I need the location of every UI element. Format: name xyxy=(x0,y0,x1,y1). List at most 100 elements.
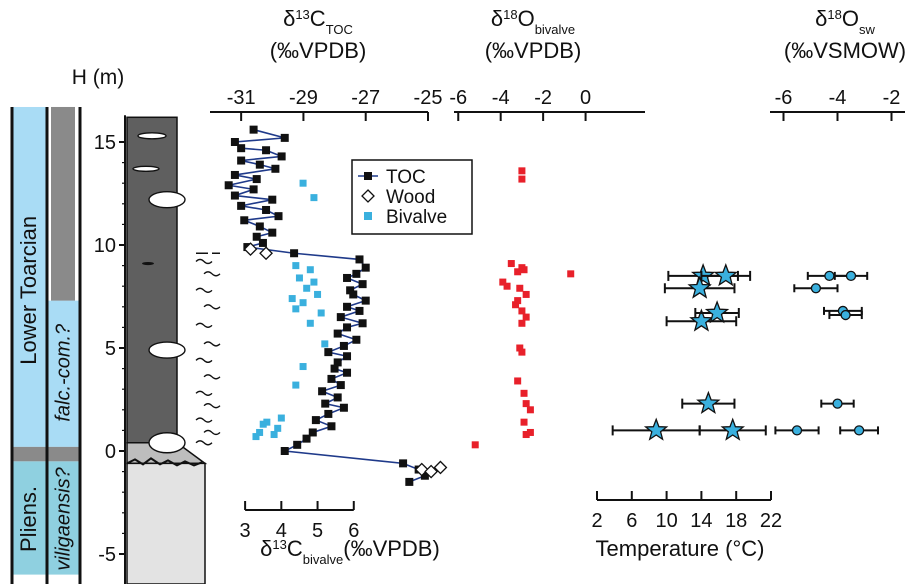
d13c-bivalve-tick-label: 4 xyxy=(276,520,287,542)
toc-point xyxy=(308,428,317,437)
temperature-star-point xyxy=(690,263,716,287)
toc-point xyxy=(252,175,261,184)
bivalve-point xyxy=(292,381,300,389)
bivalve-point xyxy=(310,278,318,286)
toc-point xyxy=(262,146,271,155)
toc-point xyxy=(224,181,233,190)
bivalve-point xyxy=(277,414,285,422)
zone-label-falc-com: falc.-com.? xyxy=(52,323,74,422)
d13c-toc-tick-label: -25 xyxy=(414,87,443,109)
temperature-axis-title: Temperature (°C) xyxy=(596,536,765,561)
toc-point xyxy=(318,387,327,396)
wood-point xyxy=(433,460,448,475)
concretion-icon xyxy=(148,190,186,209)
temperature-tick-label: 10 xyxy=(655,510,677,532)
toc-point xyxy=(324,348,333,357)
d18o-bivalve-point xyxy=(522,313,530,321)
d18o-bivalve-point xyxy=(522,431,530,439)
height-tick-label: 0 xyxy=(105,441,116,463)
toc-point xyxy=(336,381,345,390)
toc-point xyxy=(333,329,342,338)
bivalve-point xyxy=(274,424,282,432)
height-tick-label: -5 xyxy=(98,544,116,566)
toc-point xyxy=(230,191,239,200)
d18o-bivalve-point xyxy=(503,282,511,290)
legend-wood-label: Wood xyxy=(386,187,435,208)
bivalve-point xyxy=(295,274,303,282)
toc-point xyxy=(361,263,370,272)
d18o-bivalve-point xyxy=(520,266,528,274)
d18o-sw-point xyxy=(832,398,843,409)
lithology-column xyxy=(126,116,221,584)
toc-point xyxy=(361,296,370,305)
wood-point xyxy=(243,242,258,257)
toc-point xyxy=(293,440,302,449)
bivalve-point xyxy=(270,431,278,439)
toc-point xyxy=(255,222,264,231)
legend-toc-marker xyxy=(364,172,372,180)
toc-point xyxy=(271,164,280,173)
bivalve-point xyxy=(299,363,307,371)
bivalve-point xyxy=(314,290,322,298)
d18o-bivalve-point xyxy=(520,418,528,426)
toc-point xyxy=(333,358,342,367)
lamination-icon xyxy=(195,390,213,396)
temperature-star-point xyxy=(713,263,738,287)
toc-point xyxy=(237,156,246,165)
stage-band xyxy=(12,106,47,447)
stage-band xyxy=(12,461,47,575)
height-tick-label: 10 xyxy=(94,235,116,257)
bivalve-point xyxy=(321,340,329,348)
d18o-bivalve-panel: -6 -4 -2 0 δ18Obivalve(‰VPDB) 2 6 10 14 18 22 Tempe… xyxy=(449,6,782,561)
temperature-tick-label: 2 xyxy=(591,510,602,532)
lamination-icon xyxy=(203,403,221,409)
lamination-icon xyxy=(195,287,213,293)
toc-point xyxy=(352,269,361,278)
zone-label-viligaensis: viligaensis? xyxy=(52,466,74,570)
concretion-icon xyxy=(148,432,186,454)
wood-point xyxy=(414,462,429,477)
temperature-star-point xyxy=(643,417,669,441)
d18o-sw-axis-title: δ18Osw xyxy=(815,6,875,37)
toc-point xyxy=(268,195,277,204)
temperature-tick-label: 6 xyxy=(626,510,637,532)
bivalve-point xyxy=(299,299,307,307)
temperature-tick-label: 18 xyxy=(725,510,747,532)
toc-point xyxy=(355,306,364,315)
concretion-icon xyxy=(137,132,167,140)
toc-point xyxy=(311,416,320,425)
d18o-bivalve-point xyxy=(522,290,530,298)
d13c-bivalve-tick-label: 6 xyxy=(348,520,359,542)
d13c-bivalve-tick-label: 3 xyxy=(240,520,251,542)
d18o-sw-point xyxy=(791,425,803,436)
legend-bivalve-marker xyxy=(364,212,372,220)
toc-point xyxy=(302,434,311,443)
wood-point xyxy=(424,464,439,479)
d18o-bivalve-point xyxy=(522,400,530,408)
lamination-icon xyxy=(203,429,221,436)
bivalve-point xyxy=(310,194,318,202)
toc-point xyxy=(349,290,358,299)
d18o-sw-tick-label: -2 xyxy=(883,87,901,109)
concretion-icon xyxy=(148,341,186,359)
d18o-bivalve-point xyxy=(507,260,515,268)
toc-point xyxy=(252,232,261,241)
d18o-bivalve-point xyxy=(526,406,534,414)
d18o-sw-axis-unit: (‰VSMOW) xyxy=(784,38,906,63)
d18o-sw-tick-label: -6 xyxy=(775,87,793,109)
lamination-icon xyxy=(203,374,221,380)
height-tick-label: 5 xyxy=(105,338,116,360)
toc-point xyxy=(336,313,345,322)
d18o-bivalve-point xyxy=(518,167,526,175)
bivalve-point xyxy=(317,309,325,317)
toc-point xyxy=(343,323,352,332)
d18o-bivalve-point xyxy=(514,377,522,385)
d13c-bivalve-axis-title: δ13Cbivalve(‰VPDB) xyxy=(260,536,440,567)
d18o-sw-point xyxy=(840,309,851,321)
d18o-bivalve-point xyxy=(518,175,526,183)
toc-point xyxy=(230,170,239,179)
toc-point xyxy=(240,216,249,225)
d18o-sw-tick-label: -4 xyxy=(829,87,847,109)
lamination-icon xyxy=(195,417,213,423)
